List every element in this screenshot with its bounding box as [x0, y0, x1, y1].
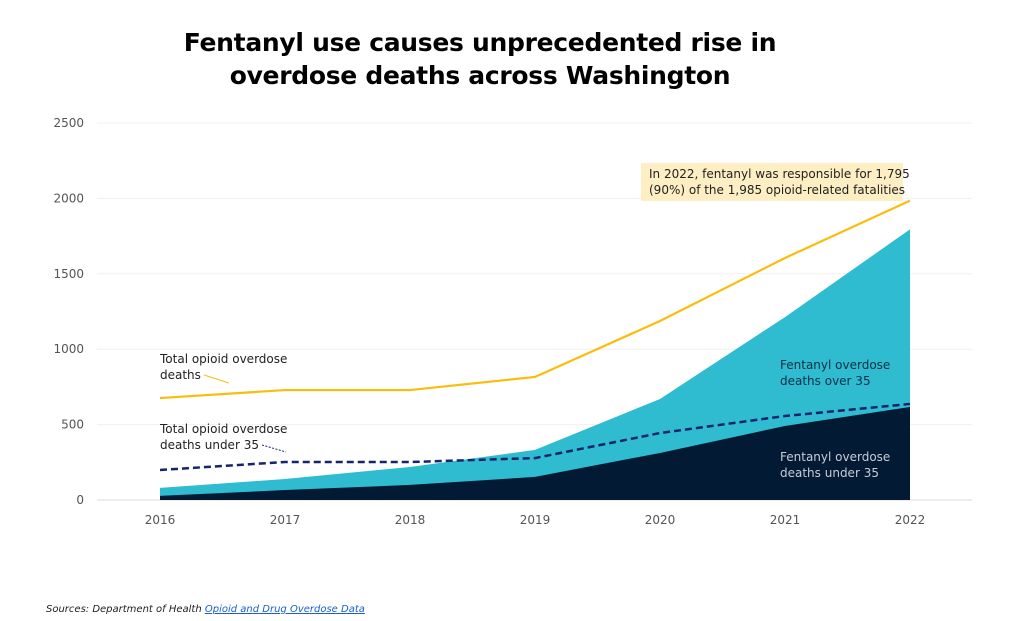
label-total-opioid: Total opioid overdose — [159, 352, 287, 366]
x-tick-label: 2016 — [145, 513, 176, 527]
y-tick-label: 2000 — [53, 191, 84, 205]
x-tick-label: 2018 — [395, 513, 426, 527]
label-fentanyl-over35: Fentanyl overdose — [780, 358, 890, 372]
label-total-under35: Total opioid overdose — [159, 422, 287, 436]
label-total-opioid-leader — [203, 374, 230, 384]
x-tick-label: 2019 — [520, 513, 551, 527]
x-tick-label: 2020 — [645, 513, 676, 527]
line-total-opioid-overdose-deaths-under-35 — [159, 402, 911, 472]
annotation-line-2: (90%) of the 1,985 opioid-related fatali… — [649, 183, 905, 197]
area-fentanyl-overdose-deaths-over-35 — [160, 229, 910, 500]
x-tick-label: 2021 — [770, 513, 801, 527]
x-tick-label: 2022 — [895, 513, 926, 527]
annotation-line-1: In 2022, fentanyl was responsible for 1,… — [649, 167, 910, 181]
area-fentanyl-overdose-deaths-under-35 — [160, 406, 910, 500]
label-total-under35-leader — [261, 444, 287, 453]
annotation-box — [641, 163, 903, 201]
x-tick-label: 2017 — [270, 513, 301, 527]
source-prefix: Sources: Department of Health — [46, 604, 205, 615]
y-tick-label: 0 — [76, 493, 84, 507]
y-tick-label: 2500 — [53, 116, 84, 130]
y-tick-label: 500 — [61, 418, 84, 432]
source-link[interactable]: Opioid and Drug Overdose Data — [204, 604, 365, 615]
source-note: Sources: Department of Health Opioid and… — [46, 604, 365, 615]
y-tick-label: 1500 — [53, 267, 84, 281]
line-total-opioid-overdose-deaths — [159, 199, 911, 400]
label-total-opioid-2: deaths — [160, 368, 201, 382]
label-total-under35-2: deaths under 35 — [160, 438, 259, 452]
y-tick-label: 1000 — [53, 342, 84, 356]
chart-title: Fentanyl use causes unprecedented rise i… — [183, 28, 777, 90]
label-fentanyl-under35: Fentanyl overdose — [780, 450, 890, 464]
label-fentanyl-under35-2: deaths under 35 — [780, 466, 879, 480]
label-fentanyl-over35-2: deaths over 35 — [780, 374, 871, 388]
